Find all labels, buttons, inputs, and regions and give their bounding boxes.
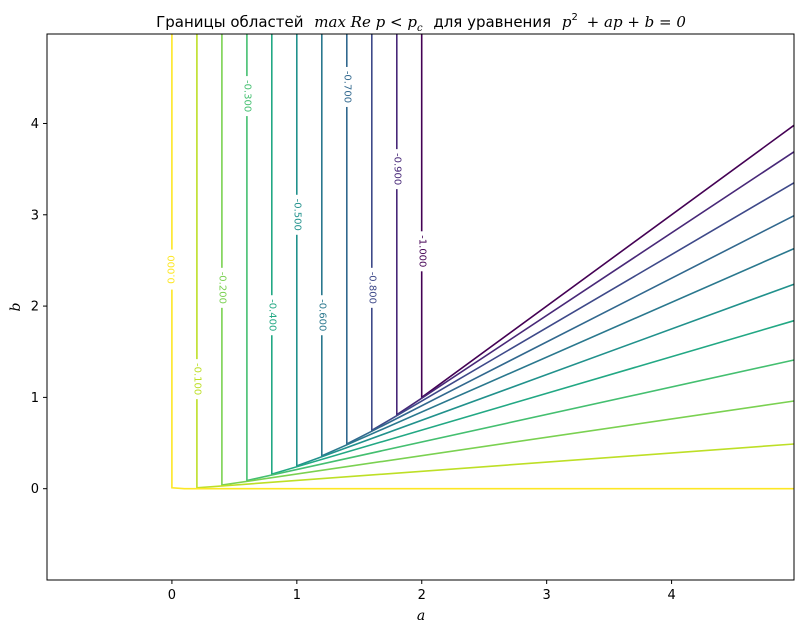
title-eq-part1: p (562, 13, 572, 31)
contour-label: -0.100 (191, 363, 202, 395)
contour-line (345, 34, 795, 446)
contour-label: -0.300 (241, 80, 252, 112)
x-axis-label: a (417, 608, 425, 624)
y-tick-label: 4 (31, 117, 39, 132)
contour-label: -0.400 (266, 299, 277, 331)
contour-label-gap (416, 231, 427, 272)
contour-label-gap (216, 267, 227, 308)
contour-label-gap (166, 249, 177, 290)
contour-label: -0.500 (291, 199, 302, 231)
contour-label-gap (266, 295, 277, 336)
x-tick-label: 0 (168, 588, 176, 603)
contour-label-gap (341, 66, 352, 107)
title-subscript: c (417, 23, 423, 34)
contour-label: 0.000 (166, 255, 177, 284)
title-math: max Re p < p (314, 13, 417, 31)
x-tick-label: 1 (293, 588, 301, 603)
x-axis-ticks: 0 1 2 3 4 (168, 580, 676, 603)
contour-line (221, 34, 795, 486)
contour-label: -0.700 (341, 71, 352, 103)
title-eq-part2: + ap + b = 0 (587, 13, 687, 31)
contour-line (171, 34, 794, 490)
contour-label-gap (241, 76, 252, 117)
plot-frame (46, 33, 795, 581)
contour-label-gap (391, 149, 402, 190)
x-tick-label: 3 (543, 588, 551, 603)
contour-label: -0.900 (391, 153, 402, 185)
contour-label: -0.800 (366, 272, 377, 304)
chart-title: Границы областей max Re p < pc для уравн… (156, 6, 686, 35)
y-axis-ticks: 0 1 2 3 4 (31, 117, 47, 497)
contour-lines (171, 34, 795, 490)
title-prefix: Границы областей (156, 13, 303, 31)
contour-labels: -1.000 -0.900 -0.800 -0.700 -0.600 -0.500 -0.4… (166, 66, 427, 400)
contour-line (196, 34, 795, 489)
contour-line (295, 34, 795, 468)
title-eq-superscript: 2 (572, 12, 578, 23)
contour-label-gap (191, 359, 202, 400)
y-tick-label: 2 (31, 300, 39, 315)
contour-label-gap (291, 194, 302, 235)
contour-line (320, 34, 795, 458)
contour-line (270, 34, 795, 476)
y-tick-label: 0 (31, 482, 39, 497)
contour-label: -0.600 (316, 299, 327, 331)
contour-label-gap (366, 267, 377, 308)
contour-label: -0.200 (216, 272, 227, 304)
x-tick-label: 4 (667, 588, 675, 603)
contour-line (370, 34, 795, 432)
x-tick-label: 2 (418, 588, 426, 603)
contour-line (246, 34, 795, 482)
title-middle: для уравнения (433, 13, 551, 31)
y-tick-label: 3 (31, 208, 39, 223)
contour-label: -1.000 (416, 235, 427, 267)
y-axis-label: b (8, 302, 24, 311)
y-tick-label: 1 (31, 391, 39, 406)
contour-label-gap (316, 295, 327, 336)
